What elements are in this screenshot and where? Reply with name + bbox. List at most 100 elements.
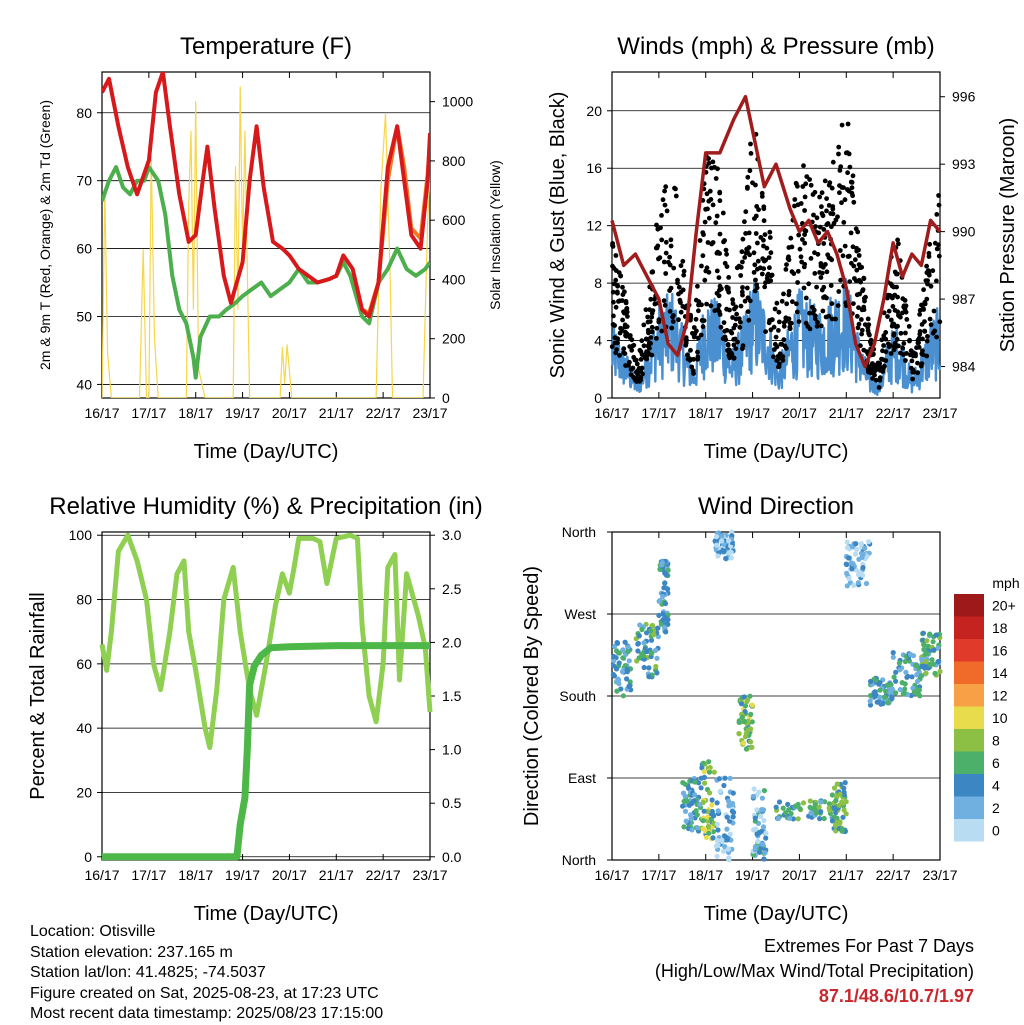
gust-point — [659, 237, 665, 243]
gust-point — [617, 298, 623, 304]
gust-point — [823, 314, 829, 320]
gust-point — [931, 308, 937, 314]
gust-point — [801, 163, 806, 169]
direction-point — [924, 638, 930, 644]
gust-point — [807, 177, 812, 182]
x-tick-label: 23/17 — [922, 405, 957, 421]
gust-point — [792, 197, 798, 202]
gust-point — [902, 306, 908, 312]
gust-point — [695, 354, 701, 360]
gust-point — [678, 289, 684, 295]
direction-point — [902, 658, 908, 665]
x-tick-label: 21/17 — [829, 405, 864, 421]
gust-point — [746, 230, 752, 236]
direction-point — [855, 580, 862, 586]
direction-point — [841, 789, 847, 795]
direction-point — [841, 807, 847, 813]
gust-point — [800, 237, 805, 242]
direction-point — [877, 694, 883, 700]
y-axis-label: Sonic Wind & Gust (Blue, Black) — [547, 92, 569, 379]
direction-point — [681, 798, 687, 804]
y2-tick-label: 400 — [442, 271, 466, 287]
gust-point — [621, 346, 627, 352]
gust-point — [746, 317, 752, 323]
gust-point — [925, 278, 930, 283]
gust-point — [656, 256, 661, 262]
direction-point — [649, 650, 655, 656]
direction-point — [654, 670, 660, 676]
gust-point — [828, 211, 834, 216]
gust-point — [614, 347, 619, 352]
direction-point — [909, 674, 915, 680]
gust-point — [668, 237, 674, 243]
gust-point — [737, 324, 743, 330]
gust-point — [668, 285, 674, 291]
y2-tick-label: 2.0 — [442, 634, 462, 650]
direction-point — [833, 798, 839, 804]
gust-point — [706, 160, 712, 166]
gust-point — [769, 272, 775, 278]
gust-point — [730, 301, 736, 306]
gust-point — [879, 356, 884, 362]
direction-point — [739, 714, 745, 721]
legend-swatch — [954, 706, 984, 729]
direction-point — [831, 785, 838, 791]
gust-point — [838, 164, 844, 170]
gust-point — [667, 309, 673, 314]
gust-point — [676, 317, 681, 323]
gust-point — [909, 358, 915, 364]
gust-point — [724, 264, 730, 269]
direction-point — [842, 780, 848, 786]
gust-point — [744, 285, 750, 291]
direction-point — [611, 653, 617, 660]
x-tick-label: 23/17 — [922, 867, 957, 883]
direction-point — [885, 700, 891, 706]
x-tick-label: 22/17 — [876, 867, 911, 883]
gust-point — [629, 347, 635, 353]
gust-point — [671, 265, 677, 271]
extremes-title: Extremes For Past 7 Days — [763, 936, 974, 956]
extremes-subtitle: (High/Low/Max Wind/Total Precipitation) — [654, 961, 974, 981]
direction-point — [750, 793, 757, 799]
gust-point — [690, 368, 696, 374]
direction-point — [837, 819, 843, 825]
direction-point — [610, 671, 616, 678]
gust-point — [820, 213, 826, 219]
direction-point — [761, 856, 767, 862]
direction-point — [860, 552, 866, 558]
gust-point — [894, 336, 900, 342]
direction-point — [808, 810, 814, 816]
direction-point — [748, 726, 754, 732]
direction-point — [761, 817, 767, 824]
gust-point — [877, 375, 883, 380]
gust-point — [930, 330, 936, 336]
y-tick-label: 20 — [76, 784, 92, 800]
gust-point — [775, 353, 781, 359]
gust-point — [833, 316, 838, 322]
gust-point — [836, 289, 842, 294]
gust-point — [611, 313, 616, 319]
gust-point — [820, 308, 826, 314]
x-axis-label: Time (Day/UTC) — [704, 441, 849, 463]
gust-point — [927, 241, 933, 247]
gust-point — [726, 275, 732, 280]
gust-point — [875, 364, 881, 370]
gust-point — [621, 309, 626, 315]
gust-point — [869, 367, 875, 372]
gust-point — [759, 271, 765, 277]
gust-point — [628, 367, 634, 372]
gust-point — [770, 317, 775, 323]
direction-point — [622, 639, 628, 645]
gust-point — [801, 264, 807, 270]
gust-point — [850, 173, 856, 179]
x-tick-label: 16/17 — [84, 405, 119, 421]
gust-point — [615, 283, 620, 289]
gust-point — [779, 298, 785, 304]
gust-point — [731, 337, 737, 342]
direction-point — [883, 688, 889, 694]
gust-point — [835, 303, 841, 308]
gust-point — [680, 258, 686, 264]
direction-point — [754, 807, 760, 813]
direction-point — [636, 633, 642, 639]
gust-point — [866, 331, 872, 336]
